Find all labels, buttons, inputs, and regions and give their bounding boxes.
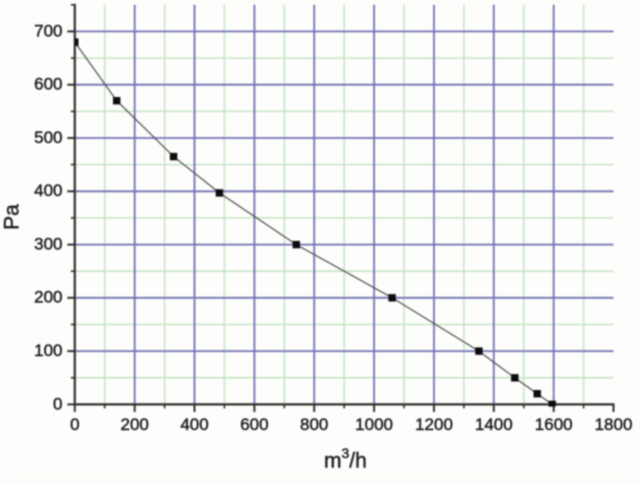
svg-text:800: 800 bbox=[300, 415, 328, 434]
svg-text:200: 200 bbox=[121, 415, 149, 434]
svg-text:0: 0 bbox=[70, 415, 79, 434]
svg-text:100: 100 bbox=[34, 341, 62, 360]
svg-text:1600: 1600 bbox=[535, 415, 573, 434]
svg-text:200: 200 bbox=[34, 288, 62, 307]
svg-text:1000: 1000 bbox=[355, 415, 393, 434]
svg-text:1200: 1200 bbox=[415, 415, 453, 434]
svg-text:Pa: Pa bbox=[1, 204, 24, 230]
svg-text:0: 0 bbox=[53, 394, 62, 413]
svg-text:700: 700 bbox=[34, 21, 62, 40]
svg-text:300: 300 bbox=[34, 235, 62, 254]
svg-text:400: 400 bbox=[180, 415, 208, 434]
svg-text:600: 600 bbox=[34, 75, 62, 94]
svg-text:400: 400 bbox=[34, 181, 62, 200]
svg-text:1400: 1400 bbox=[475, 415, 513, 434]
svg-text:500: 500 bbox=[34, 128, 62, 147]
svg-text:m3/h: m3/h bbox=[324, 445, 367, 473]
svg-text:600: 600 bbox=[240, 415, 268, 434]
svg-text:1800: 1800 bbox=[595, 415, 633, 434]
